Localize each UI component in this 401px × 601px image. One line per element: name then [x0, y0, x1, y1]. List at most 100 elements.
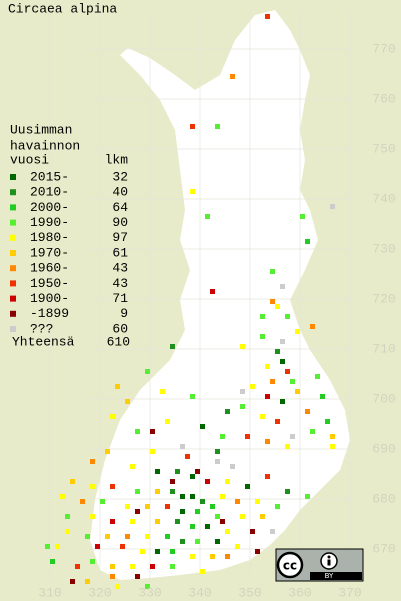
y-tick-label: 670	[372, 541, 395, 556]
record-square	[220, 519, 225, 524]
record-square	[150, 564, 155, 569]
record-square	[190, 394, 195, 399]
record-square	[235, 544, 240, 549]
record-square	[155, 549, 160, 554]
record-square	[135, 429, 140, 434]
legend-label: 2000-	[30, 200, 69, 215]
legend-count: 60	[112, 321, 128, 336]
record-square	[165, 504, 170, 509]
record-square	[215, 514, 220, 519]
record-square	[330, 444, 335, 449]
legend-label: 1950-	[30, 276, 69, 291]
record-square	[275, 419, 280, 424]
record-square	[195, 509, 200, 514]
legend-count: 9	[120, 306, 128, 321]
record-square	[90, 459, 95, 464]
legend-label: 1900-	[30, 291, 69, 306]
record-square	[285, 489, 290, 494]
badge-by: BY	[325, 572, 334, 580]
record-square	[265, 439, 270, 444]
y-tick-label: 730	[372, 241, 395, 256]
legend-count: 64	[112, 200, 128, 215]
record-square	[80, 499, 85, 504]
record-square	[260, 514, 265, 519]
record-square	[270, 379, 275, 384]
license-badge: cc BY	[275, 548, 364, 582]
record-square	[175, 519, 180, 524]
record-square	[200, 424, 205, 429]
record-square	[115, 384, 120, 389]
record-square	[145, 369, 150, 374]
record-square	[260, 414, 265, 419]
record-square	[150, 429, 155, 434]
record-square	[205, 479, 210, 484]
legend-label: 1970-	[30, 245, 69, 260]
record-square	[65, 514, 70, 519]
record-square	[190, 474, 195, 479]
record-square	[270, 269, 275, 274]
record-square	[170, 489, 175, 494]
record-square	[200, 499, 205, 504]
record-square	[240, 389, 245, 394]
record-square	[230, 74, 235, 79]
record-square	[180, 494, 185, 499]
record-square	[270, 529, 275, 534]
record-square	[185, 454, 190, 459]
legend-swatch	[10, 250, 16, 256]
record-square	[50, 559, 55, 564]
y-tick-label: 740	[372, 191, 395, 206]
legend-swatch	[10, 280, 16, 287]
y-tick-label: 690	[372, 441, 395, 456]
record-square	[100, 499, 105, 504]
record-square	[155, 519, 160, 524]
record-square	[65, 529, 70, 534]
record-square	[330, 434, 335, 439]
record-square	[230, 464, 235, 469]
record-square	[125, 534, 130, 539]
y-tick-label: 750	[372, 141, 395, 156]
record-square	[265, 14, 270, 19]
record-square	[205, 524, 210, 529]
legend-label: 1960-	[30, 261, 69, 276]
record-square	[330, 204, 335, 209]
x-tick-label: 370	[338, 585, 361, 600]
legend-swatch	[10, 219, 16, 226]
legend-swatch	[10, 234, 16, 241]
record-square	[190, 124, 195, 129]
legend-label: 2015-	[30, 169, 69, 184]
record-square	[305, 409, 310, 414]
record-square	[285, 369, 290, 374]
record-square	[110, 564, 115, 569]
record-square	[295, 329, 300, 334]
record-square	[175, 469, 180, 474]
legend-heading: havainnon	[10, 138, 80, 153]
legend-swatch	[10, 204, 16, 211]
record-square	[190, 494, 195, 499]
legend-count: 43	[112, 276, 128, 291]
record-square	[135, 574, 140, 579]
record-square	[215, 459, 220, 464]
record-square	[135, 509, 140, 514]
x-tick-label: 340	[188, 585, 211, 600]
record-square	[225, 409, 230, 414]
record-square	[45, 544, 50, 549]
record-square	[160, 389, 165, 394]
y-tick-label: 760	[372, 91, 395, 106]
record-square	[240, 404, 245, 409]
record-square	[120, 544, 125, 549]
record-square	[265, 364, 270, 369]
legend-count: 43	[112, 261, 128, 276]
record-square	[200, 569, 205, 574]
record-square	[240, 514, 245, 519]
record-square	[190, 189, 195, 194]
legend-swatch	[10, 174, 16, 180]
record-square	[300, 214, 305, 219]
record-square	[155, 469, 160, 474]
record-square	[240, 344, 245, 349]
record-square	[220, 494, 225, 499]
record-square	[250, 384, 255, 389]
record-square	[250, 529, 255, 534]
land	[90, 10, 350, 580]
record-square	[130, 519, 135, 524]
legend-label: 1990-	[30, 215, 69, 230]
